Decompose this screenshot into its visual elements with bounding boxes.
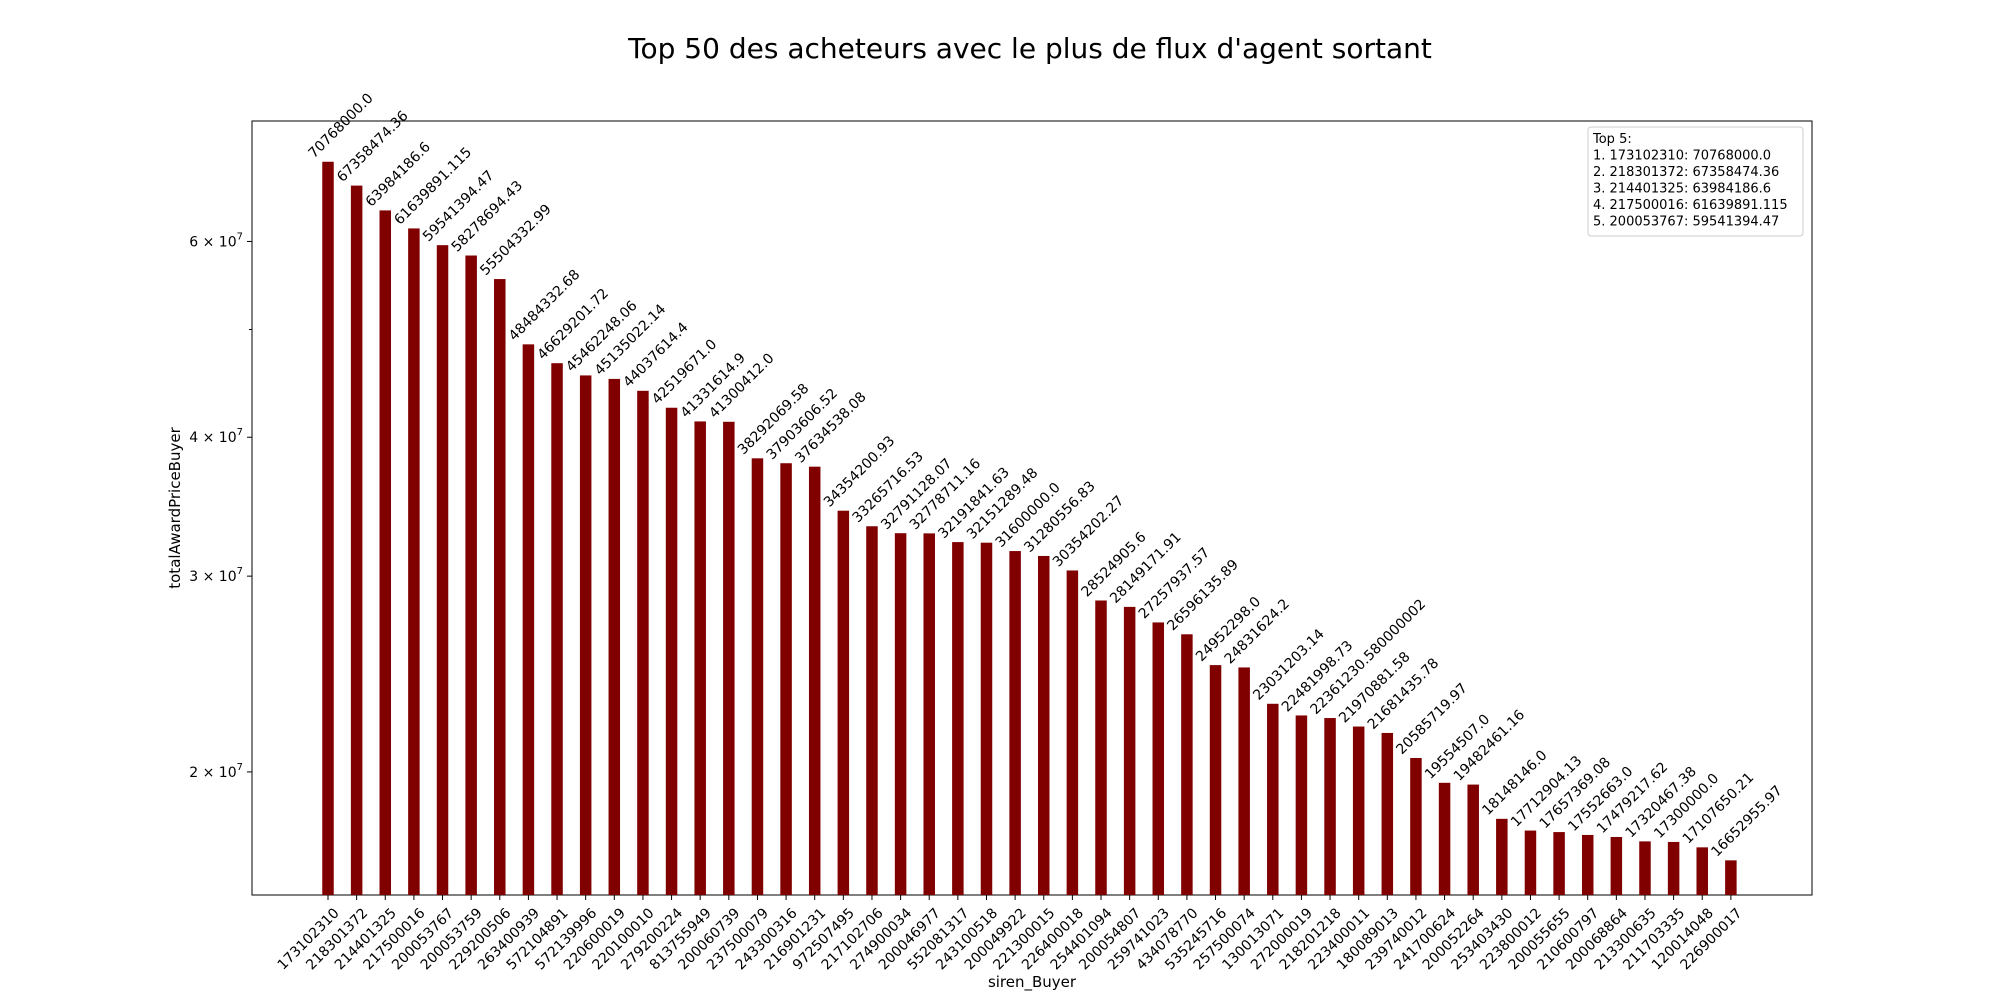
bar [751,458,764,895]
bar [465,255,477,896]
legend-line: 5. 200053767: 59541394.47 [1593,215,1779,230]
bar [1725,860,1737,895]
bar [1696,847,1708,895]
legend-line: 1. 173102310: 70768000.0 [1593,149,1771,164]
bar [1181,634,1193,895]
y-tick-label: 3 × 107 [189,566,243,585]
y-tick-label: 4 × 107 [189,427,243,446]
bar [1267,703,1279,895]
bar [551,363,563,895]
bar [980,542,993,895]
bar [1496,818,1508,895]
bar [1324,718,1336,895]
bar [1410,757,1422,895]
bar [579,375,592,896]
bar [494,279,506,895]
bar [1295,715,1308,895]
bar [1238,667,1250,895]
bar [1095,600,1107,895]
bar [1667,841,1680,895]
bar [923,533,935,895]
legend-line: Top 5: [1592,132,1632,147]
x-axis-label: siren_Buyer [988,973,1077,992]
bar [637,390,649,895]
y-tick-label: 2 × 107 [189,762,243,781]
bar [408,228,420,895]
bar [379,210,392,895]
bar [837,510,850,895]
bar [1553,832,1565,895]
bar [723,421,735,895]
bar [1066,570,1079,895]
bar [780,463,792,895]
bar [1152,622,1165,895]
bar [866,526,878,895]
bar [665,407,678,895]
bar [322,161,334,895]
x-axis: 1731023102183013722144013252175000162000… [275,895,1745,973]
legend-line: 4. 217500016: 61639891.115 [1593,198,1788,213]
y-axis: 2 × 107 3 × 107 4 × 107 6 × 107 [189,231,252,781]
legend-line: 3. 214401325: 63984186.6 [1593,182,1771,197]
chart-title: Top 50 des acheteurs avec le plus de flu… [627,32,1432,65]
bar [350,185,363,896]
bar [1352,726,1365,895]
legend-box [1587,126,1804,237]
bar [1524,830,1537,895]
bar [1610,836,1623,895]
bar [608,378,621,896]
bar [1209,665,1222,895]
bars-group [322,161,1737,896]
bar [1381,732,1394,895]
bar [694,421,706,895]
bar [1581,834,1594,895]
plot-area-frame [251,120,1813,896]
bar [436,245,449,895]
bar [522,344,535,896]
y-axis-label: totalAwardPriceBuyer [166,426,184,588]
bar [1639,841,1651,895]
bar [1038,555,1050,895]
bar [1438,782,1451,895]
y-tick-label: 6 × 107 [189,231,243,250]
bar [808,466,821,895]
bar [894,533,907,895]
bar [1009,551,1021,895]
bar [1123,606,1136,895]
legend-line: 2. 218301372: 67358474.36 [1593,165,1779,180]
bar [1467,784,1479,895]
bar [952,542,964,895]
legend: Top 5: 1. 173102310: 70768000.02. 2183013… [1587,126,1804,237]
